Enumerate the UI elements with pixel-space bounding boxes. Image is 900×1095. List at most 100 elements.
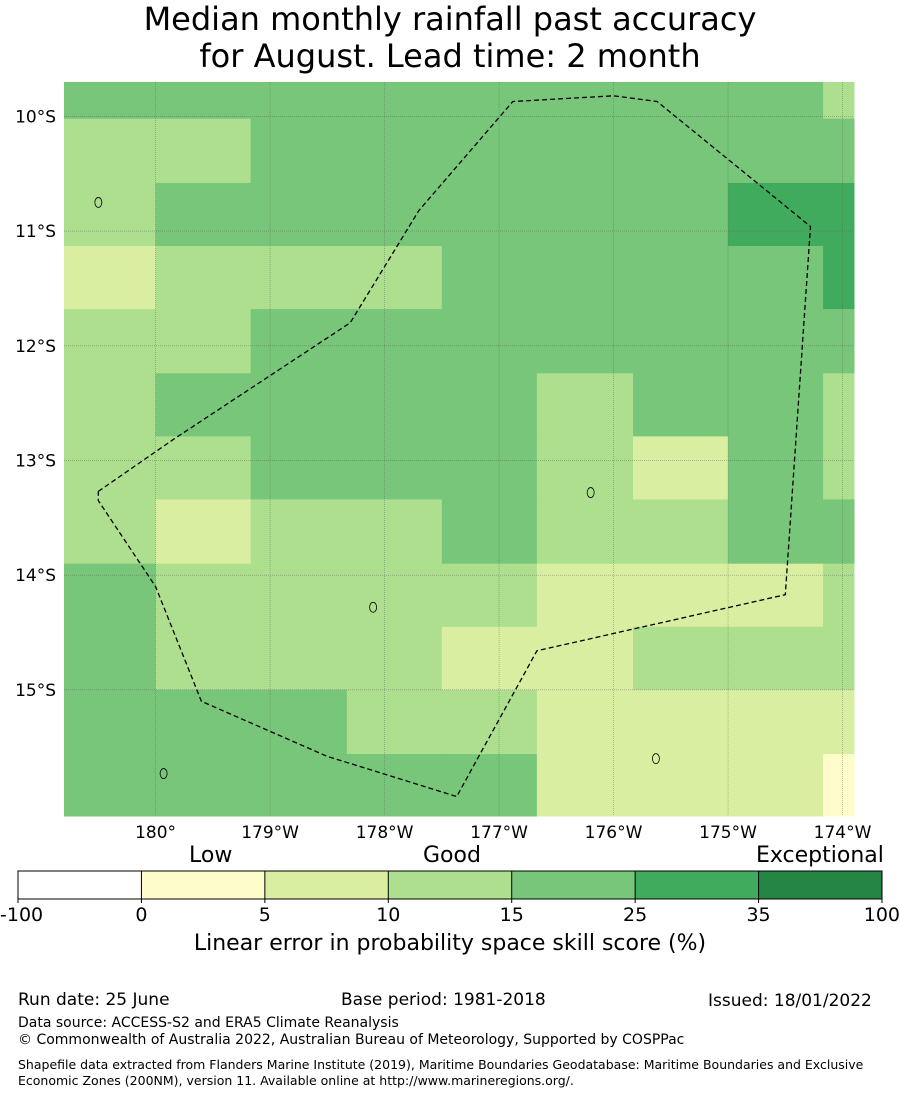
- grid-cell: [441, 689, 538, 755]
- grid-cell: [633, 689, 729, 755]
- colorbar-swatch: [388, 871, 512, 899]
- grid-cell: [728, 246, 824, 310]
- latitude-tick-label: 15°S: [15, 681, 56, 701]
- colorbar-tick-label: 0: [135, 904, 147, 926]
- grid-cell: [155, 182, 252, 247]
- grid-cell: [250, 373, 348, 437]
- island-outlines: [94, 197, 660, 779]
- grid-cell: [633, 182, 729, 247]
- grid-cell: [823, 82, 855, 120]
- grid-cell: [250, 754, 348, 817]
- longitude-tick-label: 180°: [135, 823, 176, 843]
- grid-cell: [250, 82, 348, 120]
- grid-cell: [728, 182, 824, 247]
- grid-cell: [823, 118, 855, 184]
- map-title-line1: Median monthly rainfall past accuracy: [143, 0, 757, 38]
- grid-cell: [441, 754, 538, 817]
- grid-cell: [536, 563, 634, 628]
- grid-cell: [536, 499, 634, 565]
- grid-cell: [728, 754, 824, 817]
- island-outline: [159, 768, 168, 779]
- grid-cell: [64, 246, 157, 310]
- longitude-tick-label: 174°W: [814, 823, 872, 843]
- grid-cell: [441, 499, 538, 565]
- colorbar-tick-label: 100: [864, 904, 900, 926]
- grid-cell: [536, 118, 634, 184]
- grid-cell: [633, 499, 729, 565]
- data-source: Data source: ACCESS-S2 and ERA5 Climate …: [18, 1015, 399, 1031]
- grid-cell: [823, 626, 855, 691]
- grid-cell: [823, 309, 855, 374]
- island-outline: [369, 601, 378, 613]
- run-date: Run date: 25 June: [18, 990, 170, 1010]
- colorbar-label-good: Good: [423, 843, 481, 868]
- grid-cell: [441, 563, 538, 628]
- colorbar-swatch: [511, 871, 636, 899]
- latitude-tick-label: 11°S: [15, 222, 56, 242]
- grid-cell: [155, 436, 252, 500]
- graticule: [64, 82, 854, 816]
- grid-cell: [823, 563, 855, 628]
- grid-cell: [633, 563, 729, 628]
- grid-cell: [250, 309, 348, 374]
- grid-cell: [441, 309, 538, 374]
- grid-cell: [346, 754, 443, 817]
- grid-cell: [155, 754, 252, 817]
- grid-cell: [64, 309, 157, 374]
- grid-cell: [823, 754, 855, 817]
- grid-cell: [633, 246, 729, 310]
- latitude-tick-label: 13°S: [15, 451, 56, 471]
- latitude-axis: 10°S 11°S 12°S 13°S 14°S 15°S: [15, 107, 56, 700]
- grid-cell: [250, 689, 348, 755]
- grid-cell: [155, 689, 252, 755]
- grid-cell: [633, 118, 729, 184]
- grid-cell: [250, 499, 348, 565]
- grid-cell: [64, 182, 157, 247]
- grid-cell: [346, 82, 443, 120]
- grid-cell: [536, 754, 634, 817]
- grid-cell: [155, 246, 252, 310]
- colorbar-tick-label: 25: [623, 904, 647, 926]
- island-outline: [586, 487, 595, 498]
- grid-cell: [346, 626, 443, 691]
- grid-cell: [155, 82, 252, 120]
- latitude-tick-label: 10°S: [15, 107, 56, 127]
- grid-cell: [441, 118, 538, 184]
- copyright: © Commonwealth of Australia 2022, Austra…: [18, 1032, 685, 1048]
- colorbar-outline: [17, 870, 883, 900]
- grid-cell: [728, 499, 824, 565]
- grid-cell: [536, 689, 634, 755]
- grid-cell: [633, 626, 729, 691]
- colorbar-swatch: [141, 871, 265, 899]
- colorbar-tick-label: 15: [500, 904, 524, 926]
- grid-cell: [346, 373, 443, 437]
- longitude-tick-label: 179°W: [241, 823, 299, 843]
- island-outline: [94, 197, 103, 208]
- grid-cell: [155, 563, 252, 628]
- grid-cell: [346, 499, 443, 565]
- grid-cell: [155, 309, 252, 374]
- colorbar-tick-label: 5: [259, 904, 271, 926]
- grid-cell: [64, 436, 157, 500]
- colorbar-swatch: [264, 871, 389, 899]
- colorbar-swatch: [758, 871, 882, 899]
- grid-cell: [64, 82, 157, 120]
- issued-date: Issued: 18/01/2022: [708, 991, 872, 1011]
- grid-cell: [250, 563, 348, 628]
- grid-cell: [728, 373, 824, 437]
- grid-cell: [536, 182, 634, 247]
- colorbar-tick-label: 10: [376, 904, 400, 926]
- grid-cell: [155, 626, 252, 691]
- grid-cell: [633, 436, 729, 500]
- grid-cell: [346, 118, 443, 184]
- latitude-tick-label: 12°S: [15, 337, 56, 357]
- shapefile-note: Shapefile data extracted from Flanders M…: [18, 1057, 864, 1088]
- map-title-line2: for August. Lead time: 2 month: [199, 37, 701, 75]
- grid-cell: [441, 626, 538, 691]
- grid-cell: [250, 246, 348, 310]
- colorbar-swatch: [635, 871, 759, 899]
- grid-cell: [536, 246, 634, 310]
- grid-cell: [64, 689, 157, 755]
- grid-cell: [346, 563, 443, 628]
- skill-map: 180° 179°W 178°W 177°W 176°W 175°W 174°W 10°S1…: [0, 82, 900, 926]
